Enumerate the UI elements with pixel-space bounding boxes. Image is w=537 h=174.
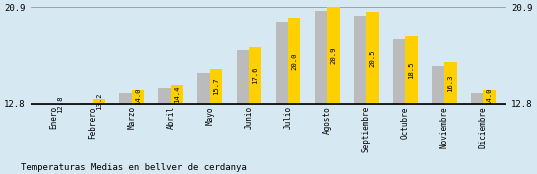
Bar [327,7,339,104]
Bar [470,93,483,104]
Bar [483,90,496,104]
Bar [366,12,379,104]
Text: 18.5: 18.5 [408,61,414,79]
Text: 15.7: 15.7 [213,78,219,95]
Text: 20.5: 20.5 [369,49,375,67]
Text: 20.0: 20.0 [291,52,297,70]
Bar [275,22,288,104]
Bar [353,16,366,104]
Bar [132,90,144,104]
Bar [198,73,210,104]
Bar [171,85,184,104]
Text: 16.3: 16.3 [447,74,453,92]
Bar [119,93,132,104]
Text: 12.8: 12.8 [57,95,63,113]
Bar [444,62,456,104]
Text: 14.0: 14.0 [135,88,141,105]
Bar [81,103,93,104]
Text: 14.4: 14.4 [174,86,180,103]
Bar [393,39,405,104]
Bar [315,11,327,104]
Bar [158,88,171,104]
Text: 13.2: 13.2 [96,93,102,110]
Text: 20.9: 20.9 [330,47,336,64]
Text: 14.0: 14.0 [487,88,492,105]
Bar [210,69,222,104]
Bar [432,66,444,104]
Text: 17.6: 17.6 [252,66,258,84]
Bar [288,18,301,104]
Bar [236,50,249,104]
Bar [249,47,262,104]
Text: Temperaturas Medias en bellver de cerdanya: Temperaturas Medias en bellver de cerdan… [21,163,247,172]
Bar [93,99,105,104]
Bar [405,36,418,104]
